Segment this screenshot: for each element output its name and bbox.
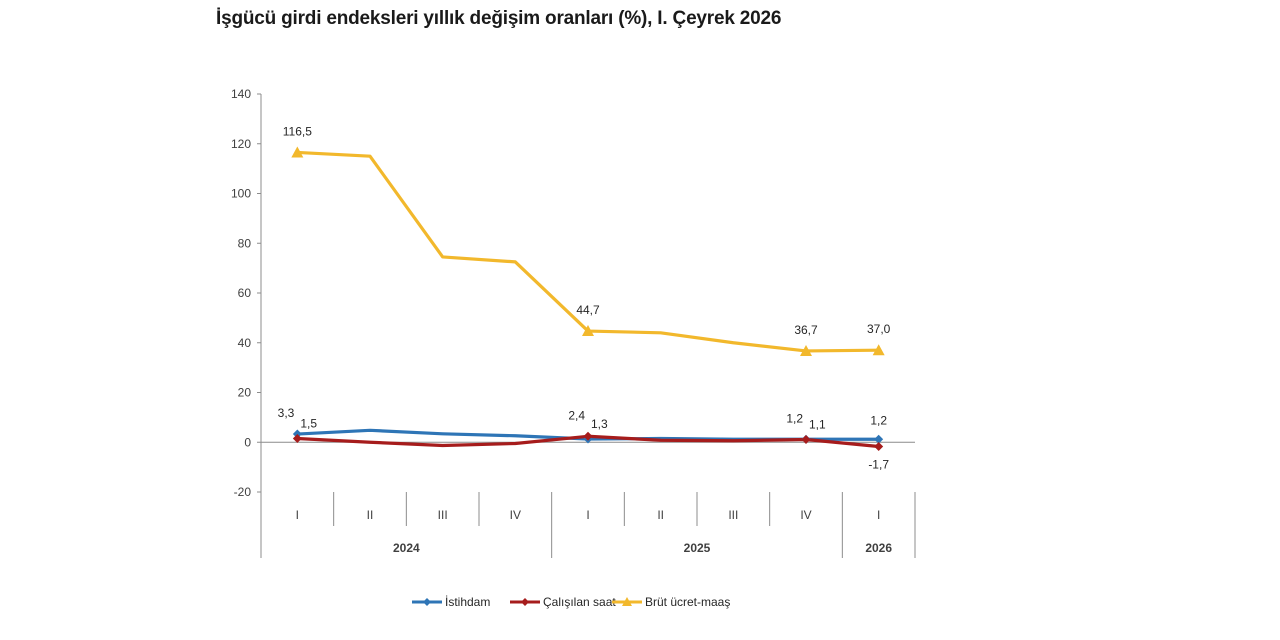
legend-marker: [521, 598, 529, 606]
data-point: [872, 344, 885, 356]
x-tick-label: IV: [800, 508, 811, 522]
data-point: [583, 431, 593, 441]
data-point: [801, 435, 811, 445]
x-tick-label: II: [367, 508, 374, 522]
x-tick-label: IV: [510, 508, 521, 522]
series-lines: [295, 150, 881, 449]
data-label: 37,0: [867, 322, 891, 336]
y-tick-label: 120: [231, 137, 251, 151]
data-label: 1,2: [870, 413, 887, 427]
y-tick-label: 140: [231, 87, 251, 101]
data-point: [800, 344, 812, 356]
data-label: 2,4: [568, 408, 585, 422]
data-label: -1,7: [868, 457, 889, 471]
data-label: 1,1: [809, 418, 826, 432]
y-tick-label: 0: [244, 435, 251, 449]
data-label: 1,3: [591, 417, 608, 431]
chart-title: İşgücü girdi endeksleri yıllık değişim o…: [216, 8, 782, 29]
x-tick-label: III: [438, 508, 448, 522]
year-label: 2025: [684, 541, 711, 555]
year-label: 2024: [393, 541, 420, 555]
data-labels: 3,3 1,3 1,2 1,2 1,5 2,4 1,1 -1,7 116,5 44,7 36,7 37…: [278, 124, 891, 471]
x-tick-label: I: [586, 508, 589, 522]
y-tick-label: 80: [238, 236, 252, 250]
legend-label: Çalışılan saat: [543, 595, 616, 609]
data-label: 1,5: [300, 417, 317, 431]
y-tick-labels: -20 0 20 40 60 80 100 120 140: [231, 87, 251, 499]
data-label: 36,7: [794, 323, 818, 337]
x-tick-label: III: [728, 508, 738, 522]
legend-label: İstihdam: [445, 595, 490, 609]
x-tick-label: I: [296, 508, 299, 522]
x-tick-label: I: [877, 508, 880, 522]
legend-marker: [423, 598, 431, 606]
x-tick-label: II: [657, 508, 664, 522]
data-point: [292, 434, 302, 444]
y-tick-label: 20: [238, 386, 252, 400]
y-tick-label: 100: [231, 187, 251, 201]
data-point: [874, 441, 884, 451]
y-tick-label: -20: [234, 485, 252, 499]
data-label: 1,2: [786, 411, 803, 425]
y-tick-label: 40: [238, 336, 252, 350]
data-label: 116,5: [283, 124, 312, 138]
legend-label: Brüt ücret-maaş: [645, 595, 730, 609]
series-line: [295, 150, 881, 353]
data-label: 44,7: [576, 303, 600, 317]
series-markers: [291, 146, 885, 451]
legend-marker: [622, 597, 632, 606]
data-label: 3,3: [278, 406, 295, 420]
legend: İstihdam Çalışılan saat Brüt ücret-maaş: [412, 595, 730, 609]
data-point: [291, 146, 304, 158]
year-label: 2026: [865, 541, 892, 555]
data-point: [874, 434, 884, 444]
data-point: [582, 325, 594, 337]
y-tick-label: 60: [238, 286, 252, 300]
